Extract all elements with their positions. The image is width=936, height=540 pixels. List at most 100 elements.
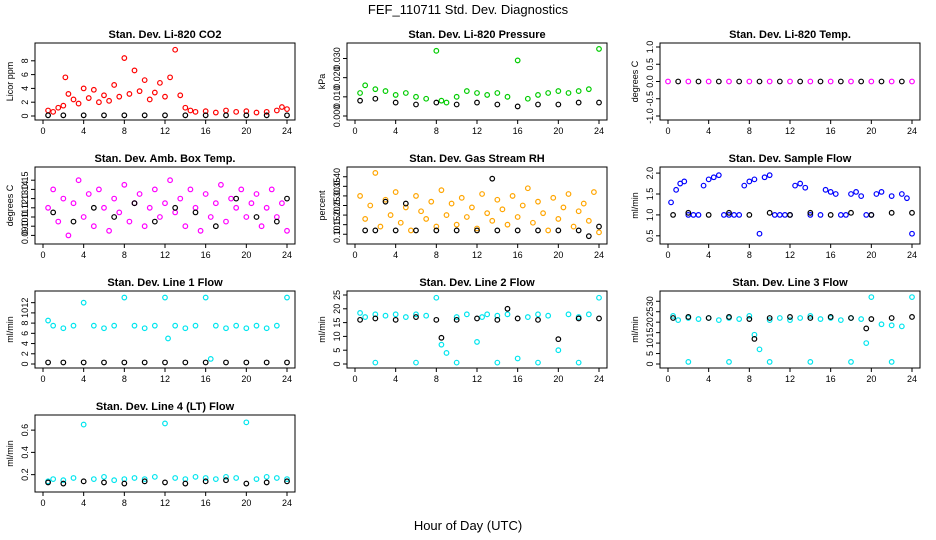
data-point-line_flow — [837, 317, 844, 323]
y-tick-label: 0.15 — [332, 216, 342, 234]
data-point-co2 — [106, 97, 112, 104]
data-point-sample_flow — [909, 230, 915, 237]
data-point-overlay — [585, 233, 592, 240]
x-tick-label: 16 — [513, 250, 523, 260]
data-point-overlay — [705, 212, 712, 218]
panel-title: Stan. Dev. Sample Flow — [729, 153, 852, 165]
x-tick-label: 24 — [594, 374, 604, 384]
data-point-overlay — [675, 78, 682, 85]
panel-2: Stan. Dev. Li-820 Pressure 0 4 8 12 16 20 24 0.0… — [317, 29, 608, 136]
data-point-line_flow — [817, 316, 824, 322]
data-point-line_flow — [243, 419, 250, 426]
y-tick-label: 0.6 — [20, 424, 30, 437]
y-tick-label: 0.2 — [20, 468, 30, 481]
y-tick-label: 0.020 — [332, 66, 342, 89]
data-point-co2 — [141, 77, 148, 84]
data-point-overlay — [848, 315, 854, 321]
data-point-temp — [868, 78, 875, 85]
data-point-rh — [591, 189, 597, 195]
data-point-overlay — [402, 200, 409, 207]
data-point-sample_flow — [904, 195, 910, 202]
y-tick-label: 10 — [20, 308, 30, 318]
data-point-pressure — [382, 88, 389, 94]
data-point-line_flow — [121, 294, 128, 301]
data-point-temp — [827, 78, 834, 85]
data-point-box_temp — [268, 186, 275, 193]
y-tick-label: 12 — [20, 298, 30, 308]
data-point-overlay — [766, 209, 773, 216]
data-point-overlay — [596, 99, 602, 106]
data-point-pressure — [565, 90, 572, 96]
data-point-box_temp — [279, 200, 285, 207]
data-point-sample_flow — [797, 180, 804, 187]
data-point-overlay — [453, 101, 460, 108]
data-point-line_flow — [101, 325, 107, 332]
data-point-box_temp — [157, 214, 163, 220]
data-point-line_flow — [202, 294, 209, 301]
data-point-overlay — [807, 209, 814, 216]
data-point-box_temp — [101, 204, 107, 211]
data-point-box_temp — [60, 195, 67, 202]
data-point-box_temp — [258, 223, 265, 230]
data-point-sample_flow — [751, 176, 758, 183]
data-point-co2 — [131, 67, 138, 74]
plot-frame — [659, 166, 921, 245]
data-point-overlay — [202, 112, 209, 119]
data-point-overlay — [504, 305, 511, 312]
data-point-overlay — [413, 314, 419, 320]
data-point-box_temp — [96, 186, 102, 193]
y-tick-label: 0.010 — [332, 86, 342, 109]
data-point-box_temp — [182, 223, 189, 230]
data-point-box_temp — [162, 200, 168, 207]
data-point-pressure — [453, 93, 460, 100]
data-point-line_flow — [909, 294, 915, 300]
data-point-line_flow — [715, 317, 722, 323]
x-tick-label: 0 — [665, 374, 670, 384]
data-point-box_temp — [85, 191, 92, 197]
data-point-line_flow — [90, 322, 97, 329]
data-point-line_flow — [253, 476, 260, 482]
data-point-rh — [555, 216, 562, 222]
data-point-line_flow — [90, 476, 97, 482]
data-point-box_temp — [80, 214, 87, 220]
x-tick-label: 16 — [201, 498, 211, 508]
data-point-box_temp — [136, 191, 143, 197]
data-point-temp — [909, 78, 915, 85]
x-tick-label: 12 — [160, 126, 170, 136]
data-point-line_flow — [70, 322, 77, 329]
data-point-pressure — [524, 95, 531, 102]
data-point-overlay — [878, 78, 885, 85]
x-tick-label: 24 — [594, 250, 604, 260]
data-point-overlay — [868, 212, 875, 218]
data-point-co2 — [101, 92, 107, 99]
data-point-box_temp — [50, 186, 57, 193]
data-point-overlay — [596, 315, 602, 322]
data-point-line_flow — [151, 322, 158, 329]
data-point-overlay — [827, 314, 834, 320]
data-point-co2 — [96, 99, 102, 106]
x-tick-label: 24 — [282, 126, 292, 136]
y-tick-label: 2 — [20, 100, 30, 105]
y-tick-label: 0.30 — [332, 187, 342, 205]
data-point-overlay — [736, 78, 743, 85]
data-point-line_flow — [494, 359, 501, 366]
data-point-overlay — [474, 227, 480, 234]
data-point-co2 — [177, 92, 184, 99]
y-tick-label: 4 — [20, 341, 30, 346]
data-point-rh — [499, 206, 506, 213]
x-tick-label: 8 — [747, 126, 752, 136]
x-tick-label: 4 — [393, 374, 398, 384]
data-point-overlay — [233, 195, 240, 202]
x-tick-label: 20 — [553, 374, 563, 384]
data-point-co2 — [45, 107, 51, 114]
data-point-line_flow — [766, 317, 773, 323]
data-point-overlay — [392, 227, 399, 234]
data-point-co2 — [223, 107, 229, 114]
data-point-sample_flow — [827, 189, 834, 195]
y-tick-label: 15 — [332, 318, 342, 328]
data-point-sample_flow — [776, 212, 783, 218]
x-tick-label: 4 — [81, 250, 86, 260]
data-point-overlay — [182, 480, 189, 487]
